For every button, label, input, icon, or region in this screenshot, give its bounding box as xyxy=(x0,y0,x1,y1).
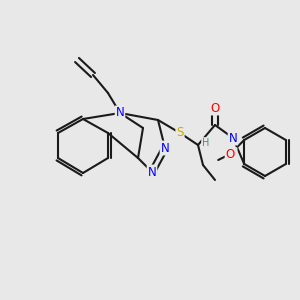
Text: S: S xyxy=(176,127,184,140)
Text: N: N xyxy=(160,142,169,154)
Text: O: O xyxy=(210,101,220,115)
Text: N: N xyxy=(229,131,237,145)
Text: H: H xyxy=(202,138,209,148)
Text: O: O xyxy=(226,148,235,160)
Text: H: H xyxy=(229,148,237,158)
Text: N: N xyxy=(116,106,124,119)
Text: N: N xyxy=(148,166,156,178)
